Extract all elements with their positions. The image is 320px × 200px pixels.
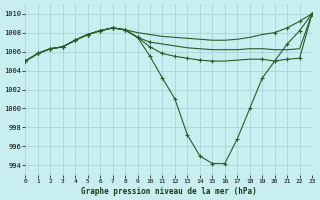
X-axis label: Graphe pression niveau de la mer (hPa): Graphe pression niveau de la mer (hPa)	[81, 187, 257, 196]
